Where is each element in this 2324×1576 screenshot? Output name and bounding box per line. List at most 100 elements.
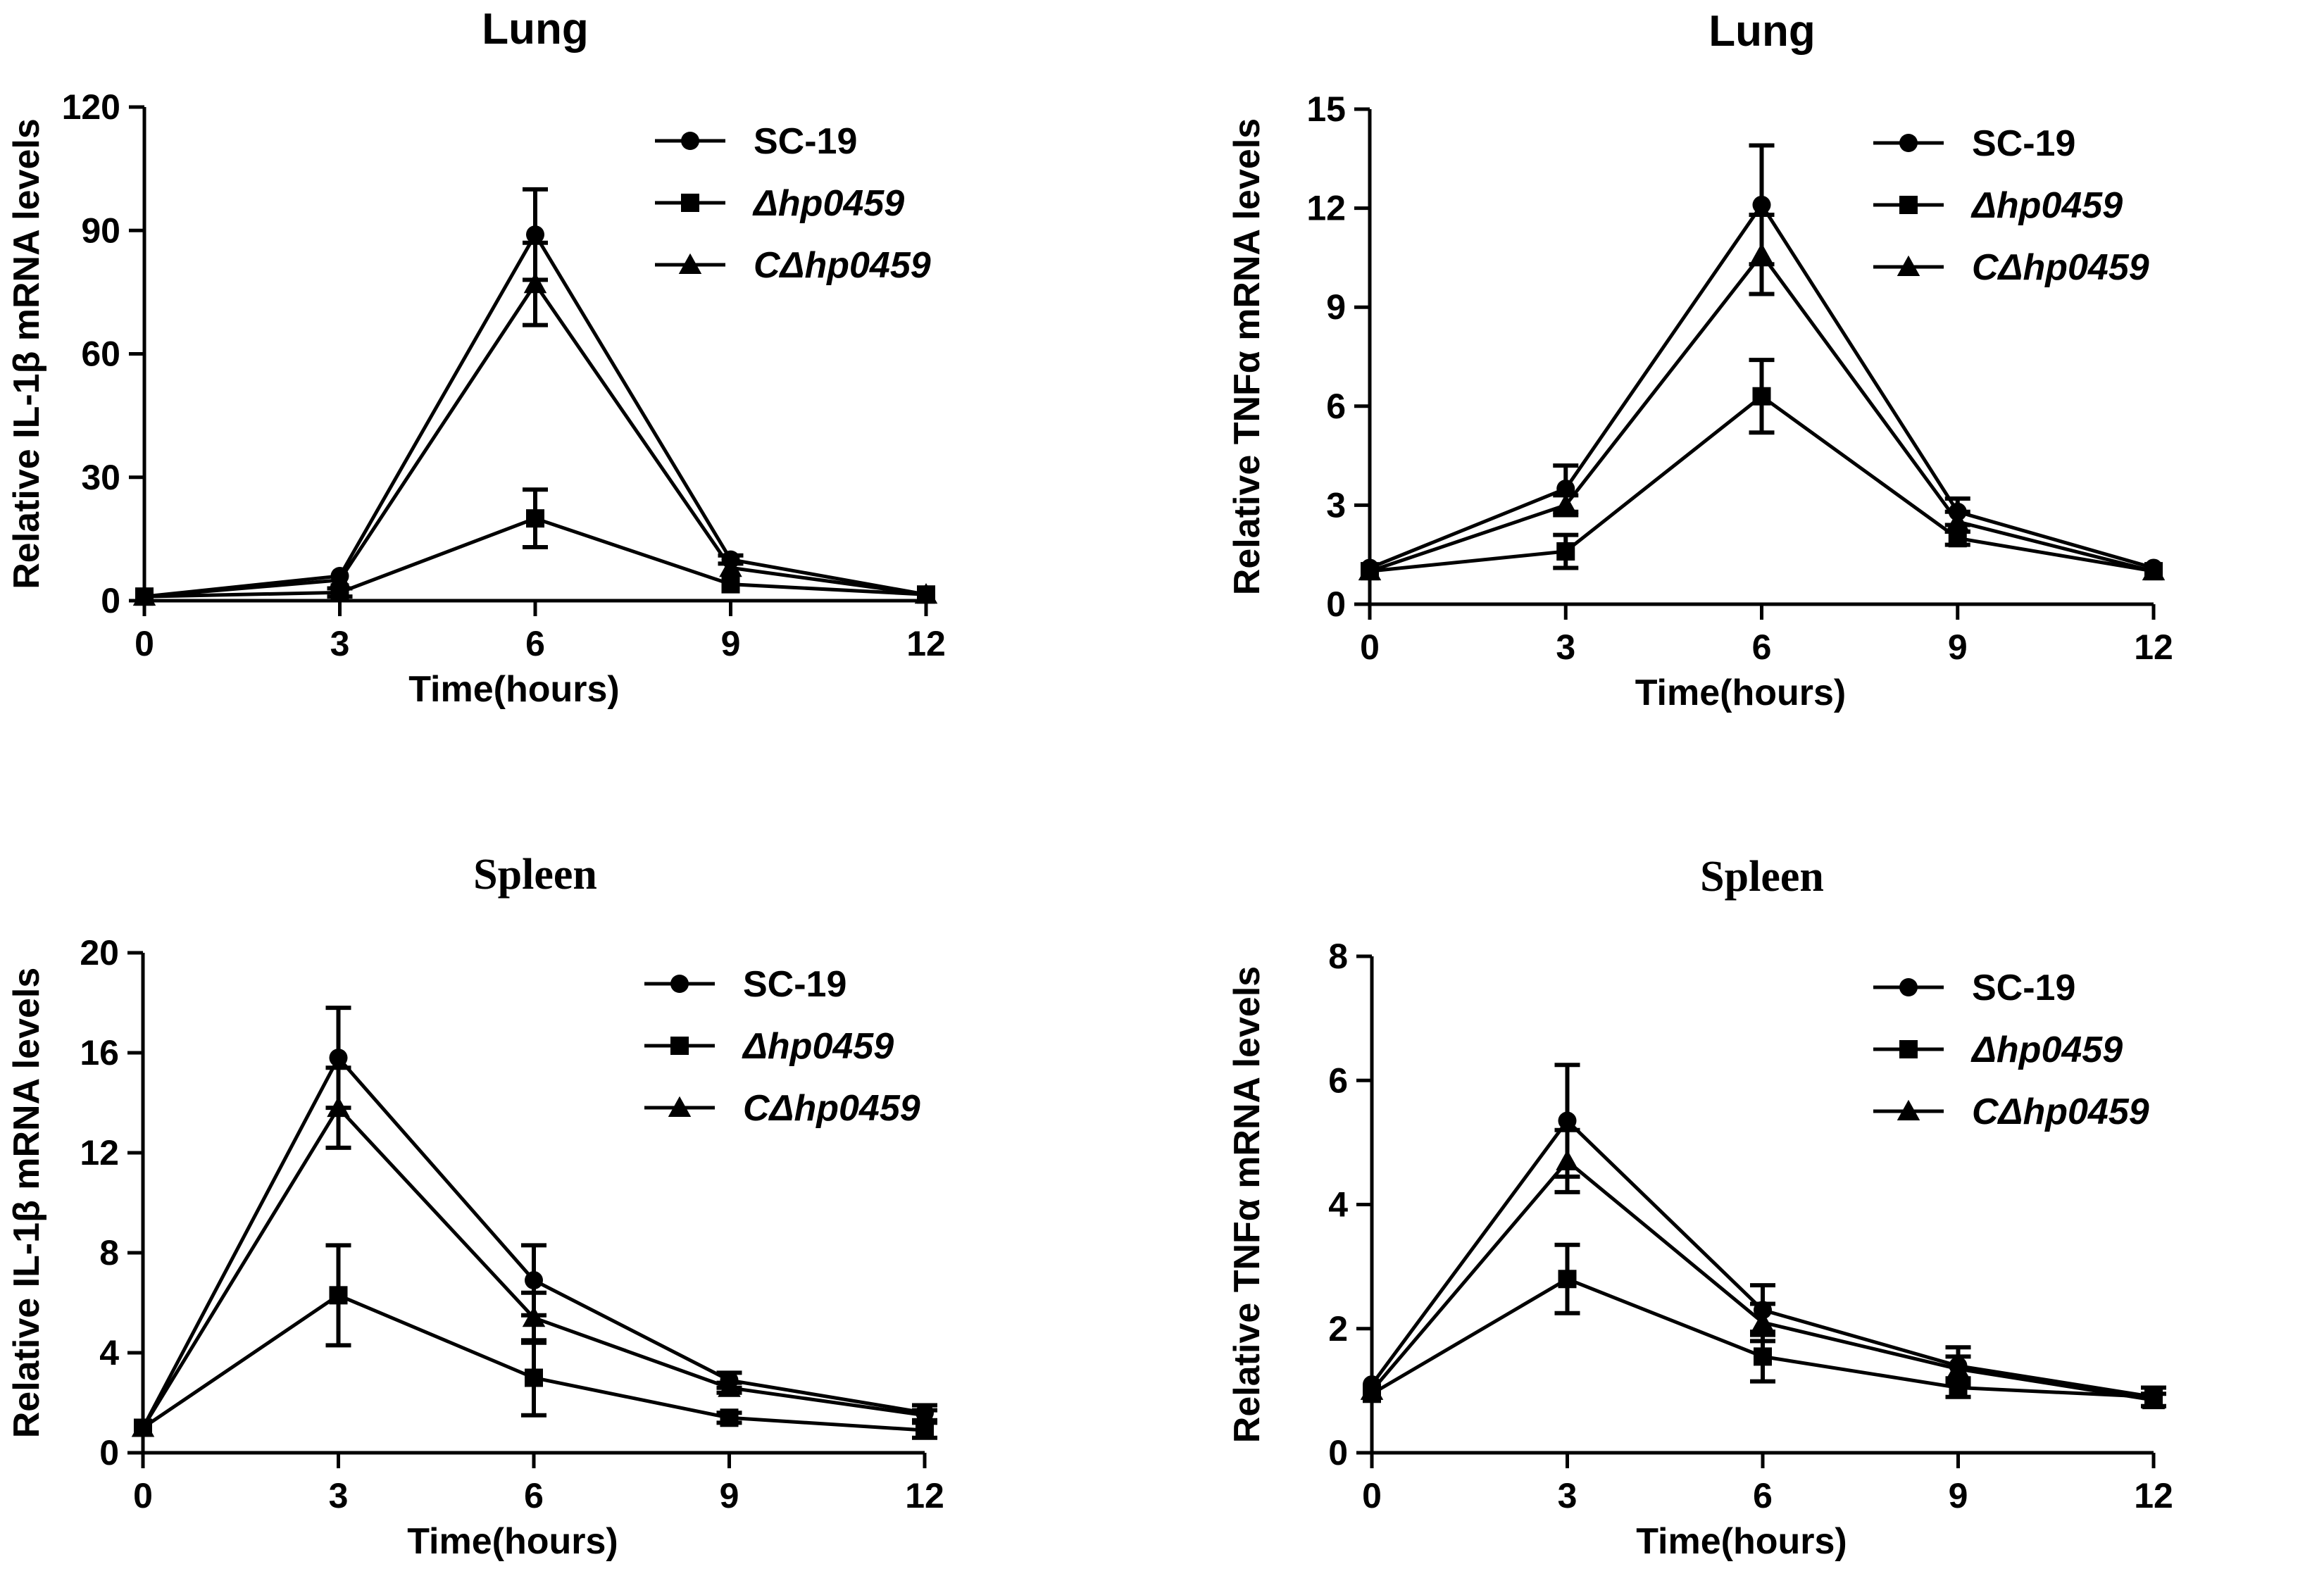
panel-title: Spleen [1700, 853, 1824, 901]
legend-label: SC-19 [1972, 123, 2075, 164]
legend-marker [1897, 1099, 1920, 1120]
legend-item: SC-19 [1873, 123, 2075, 164]
y-tick-label: 0 [1328, 1433, 1348, 1472]
y-tick-label: 0 [1326, 584, 1346, 624]
x-tick-label: 0 [133, 1476, 153, 1515]
data-point [913, 1403, 937, 1425]
chart-panel-1: Lung 0 30 60 90 120 0 3 6 9 12 Time(hours) Relative … [6, 5, 946, 710]
x-tick-label: 3 [330, 624, 350, 663]
legend-marker [670, 975, 689, 993]
y-tick-label: 15 [1306, 89, 1346, 129]
data-point [132, 584, 156, 606]
y-tick-label: 6 [1328, 1061, 1348, 1100]
data-point [2142, 559, 2166, 581]
chart-panel-4: Spleen 0 2 4 6 8 0 3 6 9 12 Time(hours) Relative TNF… [1227, 853, 2173, 1562]
legend-marker [1899, 196, 1918, 214]
x-tick-label: 0 [1362, 1476, 1382, 1515]
data-point [1358, 559, 1382, 581]
y-tick-label: 120 [62, 87, 120, 127]
legend-marker [668, 1096, 692, 1117]
data-point [720, 1408, 739, 1427]
y-tick-label: 30 [81, 458, 120, 497]
y-tick-label: 4 [99, 1333, 119, 1372]
data-point [914, 582, 938, 604]
x-tick-label: 6 [525, 624, 545, 663]
y-axis-title: Relative TNFα mRNA levels [1227, 118, 1268, 595]
data-point [329, 1049, 348, 1068]
data-point [131, 1416, 155, 1437]
data-point [1752, 195, 1771, 214]
x-axis-title: Time(hours) [408, 669, 620, 710]
data-point [1558, 1270, 1577, 1289]
data-point [718, 1376, 741, 1397]
data-point [1556, 542, 1575, 561]
legend-marker [678, 253, 702, 274]
x-tick-label: 6 [524, 1476, 544, 1515]
data-point [719, 556, 742, 577]
data-point [1754, 1347, 1772, 1366]
y-axis-title: Relative IL-1β mRNA levels [6, 118, 47, 589]
legend-label: CΔhp0459 [1972, 1092, 2149, 1132]
legend-item: CΔhp0459 [1873, 1092, 2149, 1132]
data-point [1947, 1357, 1970, 1379]
x-tick-label: 6 [1752, 627, 1772, 667]
data-point [721, 575, 740, 594]
legend-item: Δhp0459 [1873, 185, 2123, 226]
x-tick-label: 12 [905, 1476, 944, 1515]
legend-marker [681, 132, 699, 150]
y-tick-label: 0 [99, 1433, 119, 1472]
data-point [1751, 1311, 1775, 1332]
legend-marker [670, 1037, 689, 1055]
legend-label: Δhp0459 [752, 183, 904, 224]
y-tick-label: 2 [1328, 1309, 1348, 1349]
data-point [2142, 1388, 2166, 1410]
legend-item: SC-19 [655, 121, 857, 162]
x-tick-label: 9 [721, 624, 741, 663]
y-tick-label: 20 [80, 933, 119, 973]
legend-item: Δhp0459 [655, 183, 904, 224]
legend-label: SC-19 [754, 121, 857, 162]
data-point [329, 1286, 348, 1305]
x-tick-label: 9 [1948, 627, 1968, 667]
series-square [1361, 358, 2163, 581]
data-point [522, 1306, 546, 1327]
x-axis-title: Time(hours) [1635, 673, 1847, 713]
panel-title: Spleen [473, 851, 597, 899]
x-tick-label: 0 [135, 624, 154, 663]
data-point [526, 225, 544, 244]
legend-label: SC-19 [1972, 968, 2075, 1008]
data-point [1554, 494, 1578, 515]
x-tick-label: 12 [2134, 1476, 2173, 1515]
data-point [1946, 510, 1969, 531]
y-tick-label: 6 [1326, 387, 1346, 426]
x-tick-label: 0 [1360, 627, 1380, 667]
data-point [1752, 387, 1771, 406]
data-point [328, 568, 351, 589]
legend-item: CΔhp0459 [644, 1088, 920, 1129]
data-point [1750, 242, 1773, 264]
data-point [526, 509, 544, 528]
x-tick-label: 3 [329, 1476, 349, 1515]
legend-item: SC-19 [1873, 968, 2075, 1008]
y-tick-label: 9 [1326, 287, 1346, 327]
legend-label: CΔhp0459 [743, 1088, 920, 1129]
y-tick-label: 12 [1306, 189, 1346, 228]
legend-label: Δhp0459 [1970, 1030, 2123, 1070]
legend-marker [1899, 134, 1918, 152]
legend-label: SC-19 [743, 964, 846, 1005]
legend-marker [1897, 255, 1920, 276]
y-tick-label: 16 [80, 1033, 119, 1072]
x-tick-label: 9 [1949, 1476, 1968, 1515]
legend-marker [681, 194, 699, 212]
x-tick-label: 9 [720, 1476, 739, 1515]
series-triangle [131, 1065, 937, 1437]
series-line [144, 280, 927, 599]
data-point [525, 1368, 543, 1387]
chart-panel-3: Spleen 0 4 8 12 16 20 0 3 6 9 12 Time(hours) Relative… [6, 851, 944, 1562]
panel-title: Lung [1708, 7, 1816, 56]
y-tick-label: 3 [1326, 485, 1346, 525]
x-axis-title: Time(hours) [1636, 1521, 1847, 1562]
data-point [1556, 1149, 1579, 1170]
y-tick-label: 0 [101, 581, 120, 620]
data-point [327, 1096, 350, 1118]
